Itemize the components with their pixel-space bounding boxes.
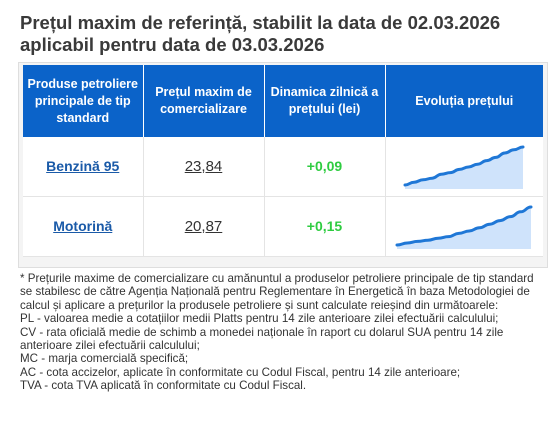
price-value[interactable]: 20,87 (184, 217, 223, 235)
change-cell: +0,15 (264, 196, 386, 257)
footnotes: * Prețurile maxime de comercializare cu … (20, 272, 538, 393)
change-cell: +0,09 (264, 137, 386, 197)
price-cell: 23,84 (143, 137, 265, 197)
price-value[interactable]: 23,84 (184, 157, 223, 175)
sparkline-area (397, 206, 532, 249)
footnote-tva: TVA - cota TVA aplicată în conformitate … (20, 379, 307, 393)
price-cell: 20,87 (143, 196, 265, 257)
sparkline-line (395, 205, 533, 246)
footnote-ac: AC - cota accizelor, aplicate în conform… (20, 365, 461, 379)
sparkline-line (403, 145, 525, 186)
footnote-pl: PL - valoarea medie a cotațiilor medii P… (20, 312, 499, 326)
footnote-intro: * Prețurile maxime de comercializare cu … (20, 272, 534, 312)
header-daily-change: Dinamica zilnică a prețului (lei) (264, 65, 386, 137)
header-price-evolution: Evoluția prețului (385, 65, 543, 137)
footnote-mc: MC - marja comercială specifică; (20, 352, 189, 366)
product-cell: Benzină 95 (23, 137, 144, 197)
price-table: Produse petroliere principale de tip sta… (23, 65, 543, 257)
page-title: Prețul maxim de referință, stabilit la d… (20, 12, 501, 55)
product-link-benzina-95[interactable]: Benzină 95 (46, 157, 120, 174)
table-header-row: Produse petroliere principale de tip sta… (23, 65, 543, 137)
header-products: Produse petroliere principale de tip sta… (23, 65, 144, 137)
price-trend-sparkline (403, 145, 525, 189)
trend-cell (385, 137, 543, 197)
trend-cell (385, 196, 543, 257)
table-row: Motorină 20,87 +0,15 (23, 196, 543, 257)
footnote-cv: CV - rata oficială medie de schimb a mon… (20, 325, 504, 353)
daily-change-value: +0,15 (306, 217, 343, 234)
price-table-card: Produse petroliere principale de tip sta… (18, 62, 548, 268)
daily-change-value: +0,09 (306, 157, 343, 174)
product-cell: Motorină (23, 196, 144, 257)
header-max-price: Prețul maxim de comercializare (143, 65, 265, 137)
price-trend-sparkline (395, 205, 533, 249)
product-link-motorina[interactable]: Motorină (53, 217, 113, 234)
table-row: Benzină 95 23,84 +0,09 (23, 137, 543, 197)
